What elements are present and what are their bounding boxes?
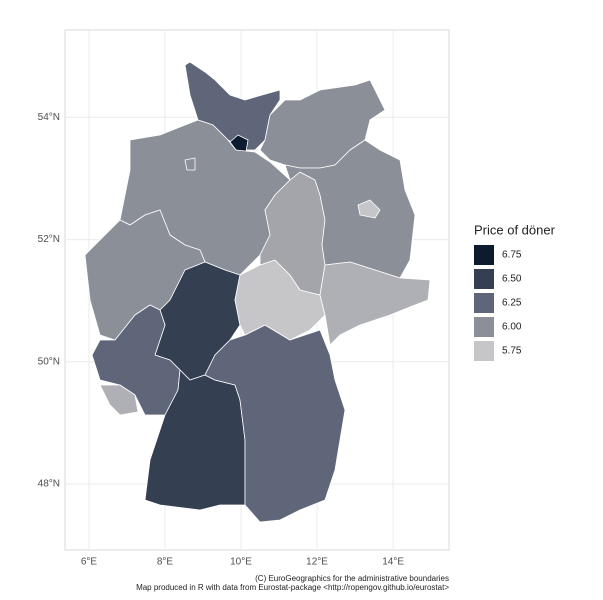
legend-key (474, 293, 494, 313)
region (319, 261, 431, 346)
y-tick-label: 50°N (38, 356, 60, 367)
x-tick-label: 10°E (230, 557, 252, 568)
legend-key (474, 269, 494, 289)
y-tick-label: 54°N (38, 112, 60, 123)
legend-label: 6.25 (502, 298, 522, 309)
caption: Map produced in R with data from Eurosta… (136, 583, 449, 592)
region (357, 199, 381, 219)
caption: (C) EuroGeographics for the administrati… (255, 574, 449, 583)
x-tick-label: 8°E (157, 557, 174, 568)
y-tick-label: 52°N (38, 234, 60, 245)
y-tick-label: 48°N (38, 479, 60, 490)
legend-key (474, 245, 494, 265)
legend-label: 5.75 (502, 346, 522, 357)
legend-label: 6.00 (502, 322, 522, 333)
x-tick-label: 14°E (382, 557, 404, 568)
region (99, 384, 139, 416)
legend-label: 6.75 (502, 250, 522, 261)
region (184, 157, 196, 171)
region (284, 139, 416, 279)
x-tick-label: 12°E (306, 557, 328, 568)
legend-title: Price of döner (474, 222, 556, 237)
legend-key (474, 341, 494, 361)
legend-label: 6.50 (502, 274, 522, 285)
x-tick-label: 6°E (81, 557, 98, 568)
legend-key (474, 317, 494, 337)
